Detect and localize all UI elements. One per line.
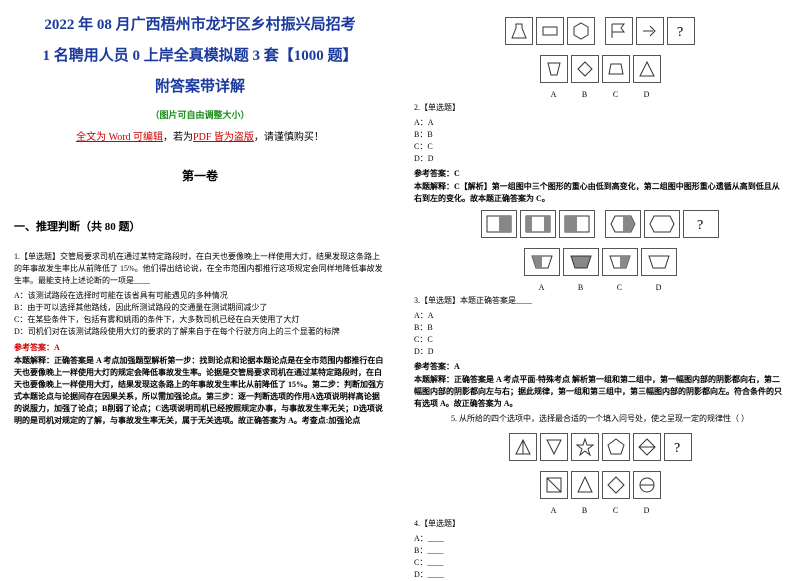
trapezoid-icon	[606, 59, 626, 79]
q4-labels: A B C D	[414, 506, 786, 515]
edit-word: 全文为 Word 可编辑	[76, 132, 163, 143]
section-heading: 一、推理判断（共 80 题）	[14, 218, 386, 234]
q2-figure-row2	[414, 55, 786, 83]
q3-explanation: 本题解释：正确答案是 A 考点平面-特殊考点 解析第一组和第二组中，第一幅图内部…	[414, 374, 786, 410]
tri-up-icon	[513, 437, 533, 457]
q4-question-icon: ?	[668, 437, 688, 457]
diamond-icon	[575, 59, 595, 79]
q1-opt-c: C：在某些条件下，包括有雾和姚雨的条件下，大多数司机已经在白天使用了大灯	[14, 314, 386, 326]
q2-opt-b: B：B	[414, 129, 786, 141]
subtitle: （图片可自由调整大小）	[14, 108, 386, 121]
q3-opt-c: C：C	[414, 334, 786, 346]
q1-opt-b: B：由于可以选择其他路线，因此所测试路段的交通量在测试期间减少了	[14, 302, 386, 314]
q4-opt-a: A：____	[414, 533, 786, 545]
q2-explanation: 本题解释：C【解析】第一组图中三个图形的重心由低到高变化，第二组图中图形重心遗循…	[414, 181, 786, 205]
hex-icon	[571, 21, 591, 41]
rect-icon	[540, 21, 560, 41]
q4a-icon	[544, 475, 564, 495]
shade-l-icon	[563, 214, 591, 234]
q2-answer: 参考答案：C	[414, 168, 786, 179]
doc-title-3: 附答案带详解	[14, 74, 386, 101]
q1-explanation: 本题解释：正确答案是 A 考点加强题型解析第一步：找到论点和论据本题论点是在全市…	[14, 355, 386, 427]
q3-opt-a: A：A	[414, 310, 786, 322]
star-icon	[575, 437, 595, 457]
q2-opt-a: A：A	[414, 117, 786, 129]
q3-num: 3.【单选题】本题正确答案是____	[414, 295, 786, 307]
q4-figure-row1: ?	[414, 433, 786, 461]
q1-answer: 参考答案：A	[14, 342, 386, 353]
shade-lr-icon	[524, 214, 552, 234]
q3-opt-d: D：D	[414, 346, 786, 358]
opt-d-icon	[645, 252, 673, 272]
volume-heading: 第一卷	[14, 167, 386, 184]
q4-opt-b: B：____	[414, 545, 786, 557]
hex-r-icon	[609, 214, 637, 234]
cup-icon	[544, 59, 564, 79]
q2-opt-d: D：D	[414, 153, 786, 165]
pdf-warn: PDF 皆为盗版	[193, 132, 254, 143]
q3-labels: A B C D	[414, 283, 786, 292]
flask-icon	[509, 21, 529, 41]
shade-r-icon	[485, 214, 513, 234]
svg-text:?: ?	[697, 218, 703, 233]
q2-opt-c: C：C	[414, 141, 786, 153]
q3-figure-row2	[414, 248, 786, 276]
doc-title-2: 1 名聘用人员 0 上岸全真模拟题 3 套【1000 题】	[14, 43, 386, 70]
q4-opt-d: D：____	[414, 569, 786, 581]
edit-notice: 全文为 Word 可编辑，若为PDF 皆为盗版，请谨慎购买！	[14, 128, 386, 143]
diamond2-icon	[637, 437, 657, 457]
pent-icon	[606, 437, 626, 457]
opt-c-icon	[606, 252, 634, 272]
q4c-icon	[606, 475, 626, 495]
flag-icon	[609, 21, 629, 41]
svg-text:?: ?	[677, 25, 683, 40]
doc-title-1: 2022 年 08 月广西梧州市龙圩区乡村振兴局招考	[14, 12, 386, 39]
q2-figure-row1: ?	[414, 17, 786, 45]
q3-question-icon: ?	[687, 214, 715, 234]
q3-answer: 参考答案：A	[414, 361, 786, 372]
q3-opt-b: B：B	[414, 322, 786, 334]
opt-a-icon	[528, 252, 556, 272]
q4d-icon	[637, 475, 657, 495]
q4-opt-c: C：____	[414, 557, 786, 569]
q1-opt-d: D：司机们对在该测试路段使用大灯的要求的了解来自于在每个行驶方向上的三个显著的标…	[14, 326, 386, 338]
q3-figure-row1: ?	[414, 210, 786, 238]
question-icon: ?	[671, 21, 691, 41]
q2-labels: A B C D	[414, 90, 786, 99]
q4b-icon	[575, 475, 595, 495]
arrow-icon	[640, 21, 660, 41]
q1-stem: 1.【单选题】交管局要求司机在通过某特定路段时，在白天也要像晚上一样使用大灯，结…	[14, 251, 386, 287]
svg-text:?: ?	[674, 441, 680, 456]
q4-figure-row2	[414, 471, 786, 499]
q4-stem: 5. 从所给的四个选项中，选择最合适的一个填入问号处，使之呈现一定的规律性（ ）	[414, 413, 786, 425]
q1-opt-a: A：该测试路段在选择时可能在该省具有可能遇见的多种情况	[14, 290, 386, 302]
triangle-icon	[637, 59, 657, 79]
q4-num: 4.【单选题】	[414, 518, 786, 530]
tri-dn-icon	[544, 437, 564, 457]
hex-lr-icon	[648, 214, 676, 234]
q2-num: 2.【单选题】	[414, 102, 786, 114]
opt-b-icon	[567, 252, 595, 272]
